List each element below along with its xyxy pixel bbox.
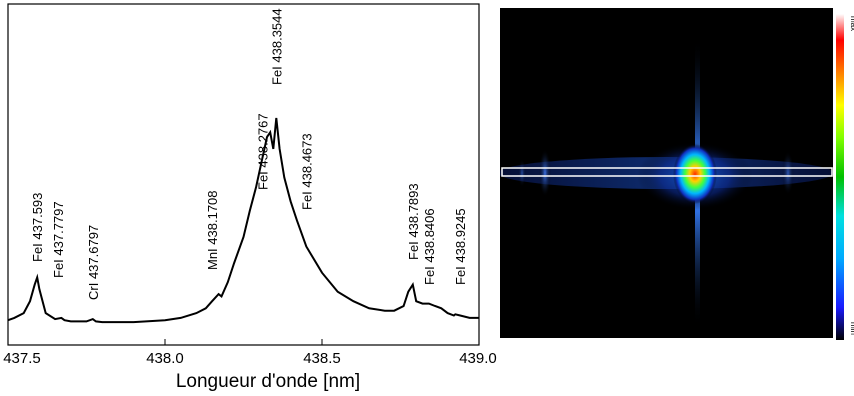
colorbar-min-label: min: [849, 322, 854, 335]
side-spot-left-2: [518, 159, 526, 187]
camera-intensity-image: [500, 8, 833, 338]
peak-label: CrI 437.6797: [86, 225, 101, 300]
spectrum-series-line: [7, 117, 479, 324]
peak-label: FeI 438.3544: [269, 8, 284, 85]
peak-label: FeI 438.4673: [299, 133, 314, 210]
selection-strip: [501, 167, 833, 177]
x-tick-label: 439.0: [459, 350, 497, 367]
plot-frame: [7, 3, 480, 346]
peak-label: FeI 438.7893: [406, 183, 421, 260]
x-tick-label: 438.0: [146, 350, 184, 367]
side-spot-right: [782, 151, 794, 195]
x-tick-label: 438.5: [303, 350, 341, 367]
peak-label: MnI 438.1708: [205, 190, 220, 270]
x-tick-label: 437.5: [3, 350, 41, 367]
peak-label: FeI 438.8406: [422, 208, 437, 285]
side-spot-left: [539, 149, 551, 197]
x-axis-label: Longueur d'onde [nm]: [176, 371, 360, 392]
peak-label: FeI 437.7797: [51, 201, 66, 278]
peak-label: FeI 438.2767: [255, 113, 270, 190]
peak-label: FeI 438.9245: [453, 208, 468, 285]
peak-label: FeI 437.593: [30, 193, 45, 262]
colorbar-max-label: max: [849, 16, 854, 31]
intensity-colorbar: max min: [836, 14, 854, 340]
spectrum-chart: 437.5 438.0 438.5 439.0 FeI 437.593 FeI 437.…: [3, 3, 497, 392]
emission-core: [673, 144, 717, 204]
colorbar-gradient: [836, 14, 844, 340]
